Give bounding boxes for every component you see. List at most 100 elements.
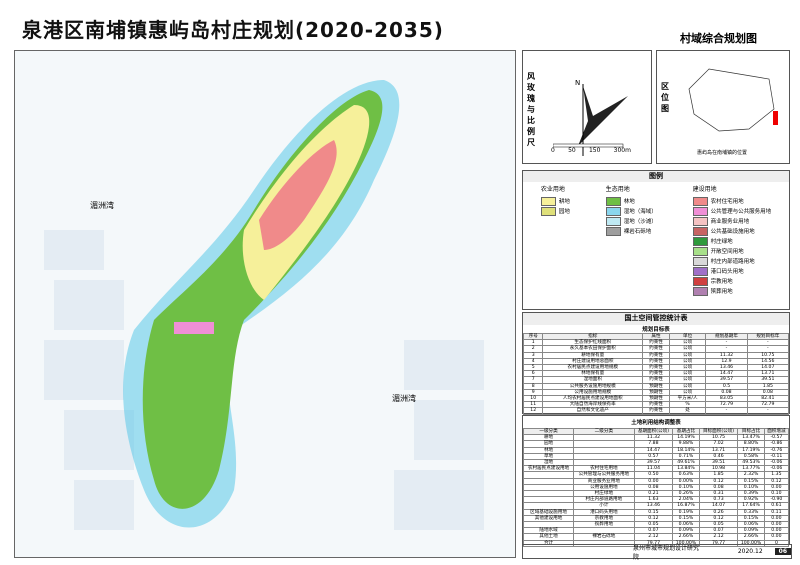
row: 区域基础设施用地 港口码头用地 0.15 0.19% 0.26 0.33% 0.11: [522, 508, 790, 516]
scale-label: 0: [551, 147, 555, 154]
cell: 公顷: [668, 376, 707, 384]
cell: 湿地: [522, 458, 575, 467]
header-cell: 序号: [522, 332, 544, 341]
cell: 7: [522, 376, 544, 384]
header-cell: 一级分类: [522, 427, 575, 436]
legend: 农业用地 耕地 园地 生态用地 林地 湿地（海域） 湿地（沙滩） 裸岩石砾地 建设用地 农村住宅用…: [523, 182, 789, 296]
cell: -0.90: [763, 496, 790, 504]
legend-item: 农村住宅用地: [692, 196, 772, 206]
legend-group: 农业用地 耕地 园地: [540, 184, 570, 296]
header-cell: 规划目标年: [746, 332, 790, 341]
legend-swatch: [692, 206, 708, 216]
row: 其他土地 裸岩石砾地 2.12 2.66% 2.12 2.66% 0.00: [522, 533, 790, 541]
cell: [522, 483, 575, 492]
cell: 11: [522, 401, 544, 409]
cell: 14.47: [633, 446, 674, 454]
legend-swatch: [692, 266, 708, 276]
row: 合计 79.77 100.00% 79.77 100.00% 0: [522, 539, 790, 547]
row: 11 大陆自然海岸线保有率 约束性% 72.79 72.79: [522, 401, 790, 409]
cell: 2.12: [698, 533, 739, 541]
legend-item: 殡葬用地: [692, 286, 772, 296]
target-table: 序号 指标 属性 单位 规划基期年 规划目标年 1 生态保护红线面积 约束性 公顷 - -2 永久基本农…: [522, 332, 790, 415]
cell: 0.12: [698, 477, 739, 485]
legend-item: 林地: [605, 196, 657, 206]
row: 农村居民点建设用地 农村住宅用地 11.04 13.84% 10.98 13.77% -0.…: [522, 465, 790, 473]
cell: 0.08: [633, 483, 674, 492]
legend-group-name: 农业用地: [540, 186, 565, 193]
cell: -: [705, 407, 748, 415]
header-cell: 目标面积(公顷): [698, 427, 739, 436]
cell: 13.71: [698, 446, 739, 454]
cell: 公顷: [668, 345, 707, 353]
legend-swatch: [605, 216, 621, 226]
page-number: 06: [774, 548, 791, 555]
cell: 其他建设用地: [522, 514, 575, 523]
row: 10 人均农村居民点建设用地面积 预期性 平方米/人 83.05 82.41: [522, 395, 790, 403]
cell: 10.98: [698, 465, 739, 473]
cell: 72.79: [746, 401, 790, 409]
cell: 0.08: [698, 483, 739, 492]
legend-swatch: [540, 206, 556, 216]
legend-label: 公共管理与公共服务用地: [710, 209, 772, 215]
row: 8 公共服务设施用地规模 预期性 公顷 0.5 1.85: [522, 382, 790, 390]
cell: [573, 539, 635, 547]
map-label: 湄洲湾: [90, 201, 114, 210]
cell: 0.21: [633, 490, 674, 498]
cell: 5: [522, 363, 544, 372]
cell: 0.57: [633, 452, 674, 461]
cell: 39.51: [698, 458, 739, 467]
cell: [522, 502, 575, 510]
scale-label: 50: [568, 147, 576, 154]
legend-swatch: [605, 196, 621, 206]
cell: 林地保有量: [542, 370, 644, 378]
legend-swatch: [605, 226, 621, 236]
row: 5 农村居民点建设用地规模 约束性 公顷 13.46 14.07: [522, 363, 790, 372]
cell: 约束性: [642, 407, 670, 415]
cell: [573, 458, 635, 467]
legend-label: 村庄绿地: [710, 239, 733, 245]
cell: 公顷: [668, 357, 707, 366]
scale: 0 50 150 300m: [551, 147, 631, 154]
cell: 8: [522, 382, 544, 390]
cell: 0.50: [633, 471, 674, 479]
header-row: 一级分类 二级分类 基期面积(公顷) 基期占比 目标面积(公顷) 目标占比 面积增减: [522, 427, 790, 436]
windrose: [553, 84, 628, 156]
cell: 村庄建设用地总面积: [542, 357, 644, 366]
cell: -0.11: [763, 452, 790, 461]
cell: 1: [522, 339, 544, 347]
cell: 湿地面积: [542, 376, 644, 384]
cell: 1.63: [633, 496, 674, 504]
cell: 公顷: [668, 363, 707, 372]
cell: 39.57: [633, 458, 674, 467]
cell: 12: [522, 407, 544, 415]
header-cell: 面积增减: [763, 427, 790, 436]
cell: 4: [522, 357, 544, 366]
row: 林地 14.47 18.14% 13.71 17.19% -0.76: [522, 446, 790, 454]
cell: 10.75: [698, 434, 739, 442]
cell: 1.85: [746, 382, 790, 390]
legend-item: 开敞空间用地: [692, 246, 772, 256]
cell: 农村居民点建设用地: [522, 465, 575, 473]
cell: 13.71: [746, 370, 790, 378]
scale-label: 300m: [613, 147, 631, 154]
cell: 农村住宅用地: [573, 465, 635, 473]
legend-swatch: [692, 226, 708, 236]
cell: 0.10: [763, 490, 790, 498]
cell: 7.02: [698, 440, 739, 448]
legend-swatch: [692, 196, 708, 206]
header-cell: 指标: [542, 332, 644, 341]
landuse-panel: 土地利用结构调整表 一级分类 二级分类 基期面积(公顷) 基期占比 目标面积(公顷) 目标…: [522, 415, 790, 547]
legend-label: 园地: [558, 209, 570, 215]
cell: 0.00: [633, 477, 674, 485]
legend-swatch: [692, 236, 708, 246]
row: 1 生态保护红线面积 约束性 公顷 - -: [522, 339, 790, 347]
cell: -: [746, 339, 790, 347]
legend-label: 农村住宅用地: [710, 199, 744, 205]
cell: 公共服务设施用地规模: [542, 382, 644, 390]
legend-item: 商业服务业用地: [692, 216, 772, 226]
cell: 平方米/人: [668, 395, 707, 403]
org: 泉州市城市规划设计研究院: [633, 544, 700, 561]
subtitle: 村域综合规划图: [680, 32, 757, 45]
windrose-title: 风玫瑰与比例尺: [527, 72, 535, 147]
legend-label: 湿地（沙滩）: [623, 219, 657, 225]
